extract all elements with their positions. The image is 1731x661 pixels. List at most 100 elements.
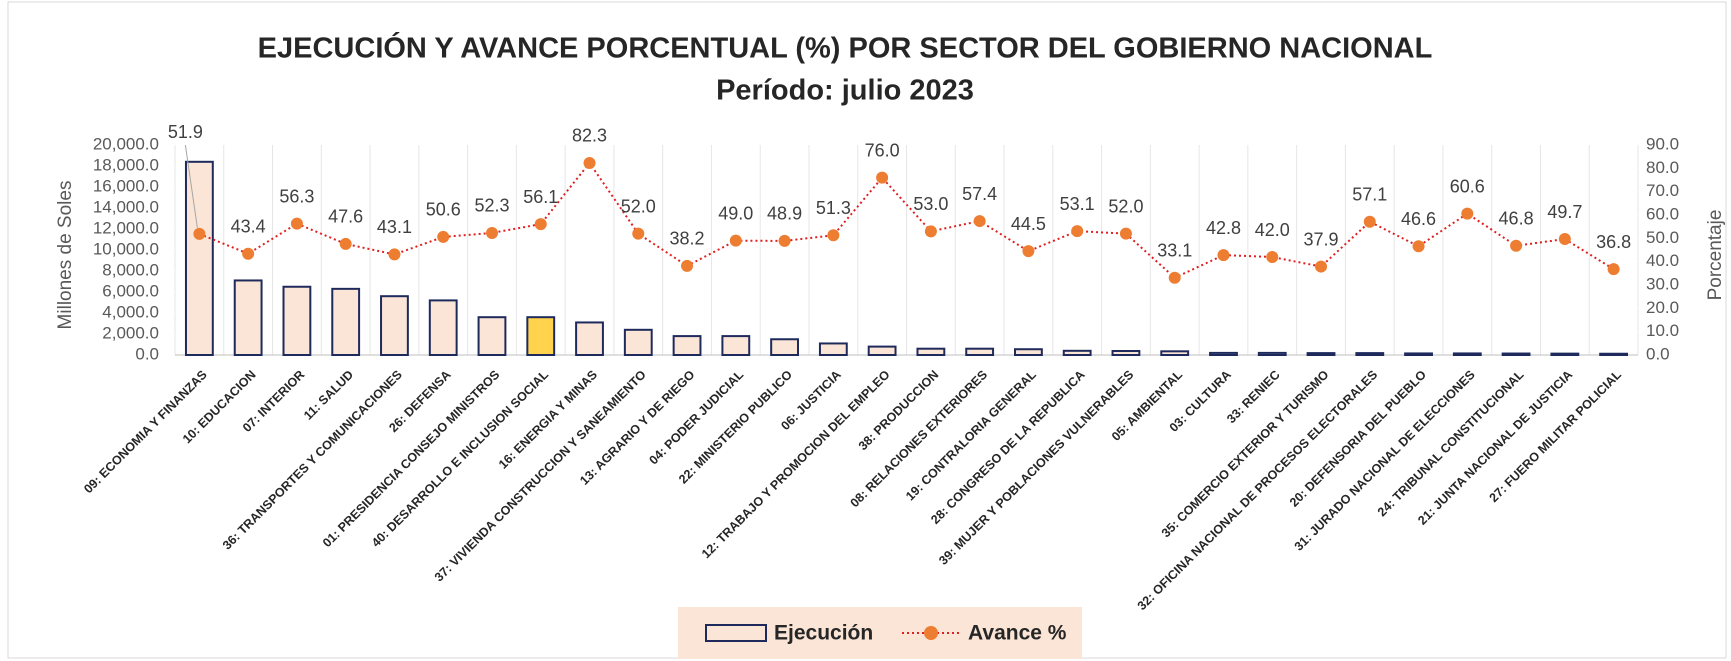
bar: [428, 299, 458, 356]
marker: [437, 230, 450, 243]
data-label: 52.3: [474, 196, 509, 216]
bar: [1550, 352, 1580, 357]
bar: [1501, 352, 1531, 356]
marker: [1510, 239, 1523, 252]
data-label: 51.3: [816, 198, 851, 218]
marker: [1315, 260, 1328, 273]
bar: [282, 285, 312, 356]
marker: [778, 234, 791, 247]
marker: [1168, 271, 1181, 284]
bar: [526, 316, 556, 357]
chart-subtitle: Período: julio 2023: [716, 75, 974, 107]
chart-title: EJECUCIÓN Y AVANCE PORCENTUAL (%) POR SE…: [258, 31, 1433, 65]
y2-tick-label: 30.0: [1646, 274, 1679, 293]
y2-tick-label: 40.0: [1646, 251, 1679, 270]
marker: [339, 237, 352, 250]
bar: [1160, 350, 1190, 357]
marker: [1607, 263, 1620, 276]
bar: [1111, 350, 1141, 357]
marker: [1119, 227, 1132, 240]
data-label: 57.4: [962, 184, 997, 204]
data-label: 53.1: [1060, 194, 1095, 214]
marker: [534, 218, 547, 231]
y-tick-label: 16,000.0: [93, 176, 159, 195]
marker: [827, 229, 840, 242]
bar: [1014, 348, 1043, 357]
y2-tick-label: 0.0: [1646, 344, 1670, 363]
data-label: 60.6: [1450, 176, 1485, 196]
bar: [184, 160, 214, 356]
y2-tick-label: 10.0: [1646, 321, 1679, 340]
legend-marker: [924, 626, 938, 640]
marker: [1022, 245, 1035, 258]
bar: [1257, 351, 1287, 356]
bar: [1404, 352, 1433, 356]
data-label: 46.6: [1401, 209, 1436, 229]
marker: [924, 225, 937, 238]
bar: [1209, 351, 1238, 356]
marker: [632, 227, 645, 240]
marker: [1461, 207, 1474, 220]
data-label: 53.0: [913, 194, 948, 214]
legend-label: Avance %: [968, 622, 1067, 645]
marker: [290, 217, 303, 230]
y-tick-label: 8,000.0: [102, 260, 159, 279]
bar: [1306, 352, 1336, 356]
data-label: 42.0: [1255, 220, 1290, 240]
leader-line: [184, 144, 198, 228]
bar: [331, 287, 361, 357]
data-label: 43.1: [377, 217, 412, 237]
marker: [1412, 240, 1425, 253]
data-label: 50.6: [426, 200, 461, 220]
data-label: 47.6: [328, 207, 363, 227]
data-label: 82.3: [572, 126, 607, 146]
y-tick-label: 10,000.0: [93, 239, 159, 258]
bar: [770, 338, 799, 356]
marker: [583, 156, 596, 169]
y-tick-label: 2,000.0: [102, 323, 159, 342]
marker: [1217, 249, 1230, 262]
bar: [623, 328, 653, 356]
data-label: 56.3: [279, 186, 314, 206]
bar: [1452, 352, 1482, 356]
bar: [575, 321, 604, 357]
bar: [380, 295, 409, 357]
marker: [1363, 215, 1376, 228]
data-label: 48.9: [767, 204, 802, 224]
y2-tick-label: 20.0: [1646, 298, 1679, 317]
marker: [388, 248, 401, 261]
bar: [965, 347, 995, 357]
y2-axis-title: Porcentaje: [1705, 210, 1726, 301]
bar: [1062, 349, 1092, 356]
y2-tick-label: 70.0: [1646, 181, 1679, 200]
legend-label: Ejecución: [774, 622, 873, 645]
data-label: 44.5: [1011, 214, 1046, 234]
data-label: 57.1: [1352, 185, 1387, 205]
y-tick-label: 6,000.0: [102, 281, 159, 300]
data-label: 76.0: [865, 140, 900, 160]
data-label: 49.0: [718, 203, 753, 223]
bar: [867, 345, 897, 357]
marker: [681, 259, 694, 272]
bar: [233, 279, 263, 357]
bar: [721, 335, 751, 357]
data-label: 52.0: [1108, 196, 1143, 216]
y2-tick-label: 60.0: [1646, 204, 1679, 223]
y-tick-label: 20,000.0: [93, 134, 159, 153]
data-label: 51.9: [168, 122, 203, 142]
data-label: 49.7: [1547, 202, 1582, 222]
bar: [672, 335, 702, 357]
data-label: 52.0: [621, 196, 656, 216]
bar: [1599, 352, 1629, 356]
data-label: 36.8: [1596, 232, 1631, 252]
y2-tick-label: 80.0: [1646, 158, 1679, 177]
data-label: 37.9: [1303, 229, 1338, 249]
y-tick-label: 12,000.0: [93, 218, 159, 237]
data-label: 33.1: [1157, 241, 1192, 261]
line: [199, 161, 1615, 279]
marker: [242, 247, 255, 260]
data-label: 56.1: [523, 187, 558, 207]
marker: [1071, 225, 1084, 238]
marker: [973, 215, 986, 228]
y-tick-label: 0.0: [135, 344, 159, 363]
